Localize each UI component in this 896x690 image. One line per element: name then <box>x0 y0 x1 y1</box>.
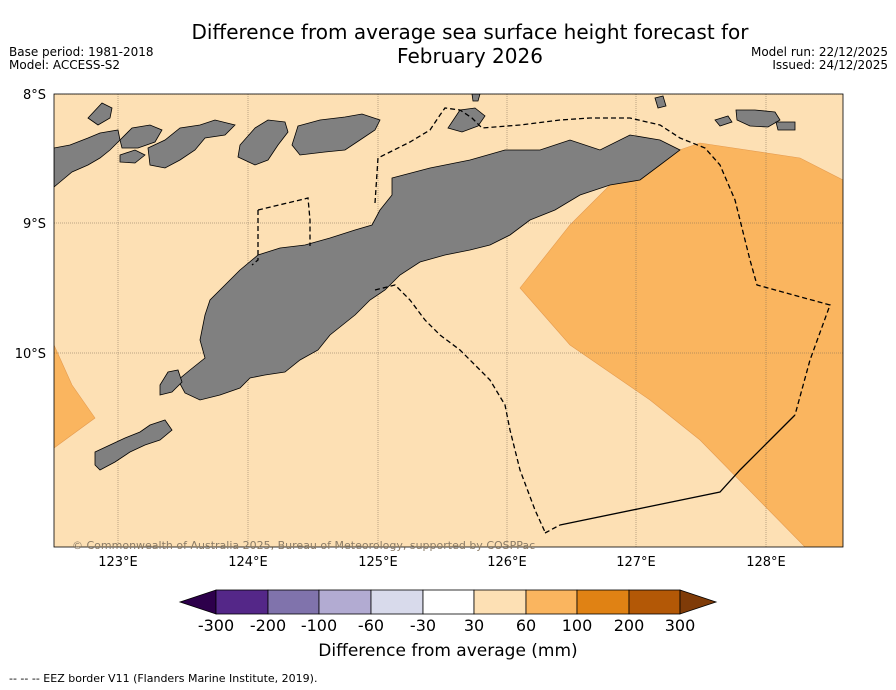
atauro-island <box>654 95 667 109</box>
lon-label-125e: 125°E <box>358 555 398 570</box>
solor-island <box>119 149 146 164</box>
eez-border <box>251 107 831 533</box>
copyright-notice: © Commonwealth of Australia 2025, Bureau… <box>72 539 535 552</box>
issued-date: Issued: 24/12/2025 <box>772 58 888 72</box>
colorbar-tick: 100 <box>562 616 593 635</box>
rote-island <box>94 419 173 471</box>
adonara-island <box>119 124 163 149</box>
colorbar-tick: 30 <box>464 616 484 635</box>
colorbar-tick: 60 <box>516 616 536 635</box>
reong-island <box>471 94 481 102</box>
lat-label-8s: 8°S <box>23 88 46 103</box>
base-period: Base period: 1981-2018 <box>9 45 154 59</box>
lat-label-9s: 9°S <box>23 217 46 232</box>
colorbar-tick: 200 <box>614 616 645 635</box>
colorbar-swatch-0 <box>178 589 217 615</box>
colorbar-tick: -60 <box>358 616 384 635</box>
model-name: Model: ACCESS-S2 <box>9 58 121 72</box>
alor-island <box>291 113 381 156</box>
colorbar-tick: -300 <box>198 616 234 635</box>
colorbar-label: Difference from average (mm) <box>318 641 578 661</box>
lembata-island <box>147 119 236 169</box>
colorbar-swatch-6 <box>473 589 527 615</box>
romang-island <box>735 109 781 128</box>
colorbar-swatch-5 <box>422 589 475 615</box>
colorbar-tick: -30 <box>410 616 436 635</box>
flores-island <box>54 129 121 188</box>
lon-label-124e: 124°E <box>228 555 268 570</box>
timor-island <box>177 134 681 401</box>
semau-island <box>159 369 183 396</box>
eez-border-solid <box>559 414 796 526</box>
leti-island <box>714 115 733 127</box>
colorbar-swatch-4 <box>370 589 424 615</box>
anomaly-region-west <box>54 344 96 449</box>
colorbar-swatch-2 <box>267 589 320 615</box>
lon-label-128e: 128°E <box>746 555 786 570</box>
pantar-island <box>237 119 289 166</box>
colorbar-tick: -200 <box>250 616 286 635</box>
colorbar-swatch-9 <box>628 589 681 615</box>
model-run: Model run: 22/12/2025 <box>750 45 888 59</box>
damar-island <box>775 121 796 131</box>
wetar-island <box>447 107 486 133</box>
eez-footnote: -- -- -- EEZ border V11 (Flanders Marine… <box>9 672 318 685</box>
meta-left: Base period: 1981-2018 Model: ACCESS-S2 <box>9 46 154 72</box>
colorbar-swatch-3 <box>318 589 372 615</box>
colorbar-swatch-10 <box>679 589 718 615</box>
colorbar-swatch-8 <box>576 589 630 615</box>
map-frame <box>53 93 844 548</box>
chart-title: Difference from average sea surface heig… <box>140 20 800 68</box>
lat-label-10s: 10°S <box>15 347 46 362</box>
colorbar-swatches <box>178 589 718 615</box>
lon-label-123e: 123°E <box>98 555 138 570</box>
colorbar-swatch-7 <box>525 589 578 615</box>
colorbar-swatch-1 <box>215 589 269 615</box>
flores-east-island <box>87 102 113 126</box>
lon-label-126e: 126°E <box>487 555 527 570</box>
land <box>54 94 796 471</box>
title-line-1: Difference from average sea surface heig… <box>191 20 749 44</box>
title-line-2: February 2026 <box>397 44 543 68</box>
meta-right: Model run: 22/12/2025 Issued: 24/12/2025 <box>751 46 888 72</box>
lon-label-127e: 127°E <box>616 555 656 570</box>
colorbar-tick: 300 <box>665 616 696 635</box>
colorbar-tick: -100 <box>301 616 337 635</box>
